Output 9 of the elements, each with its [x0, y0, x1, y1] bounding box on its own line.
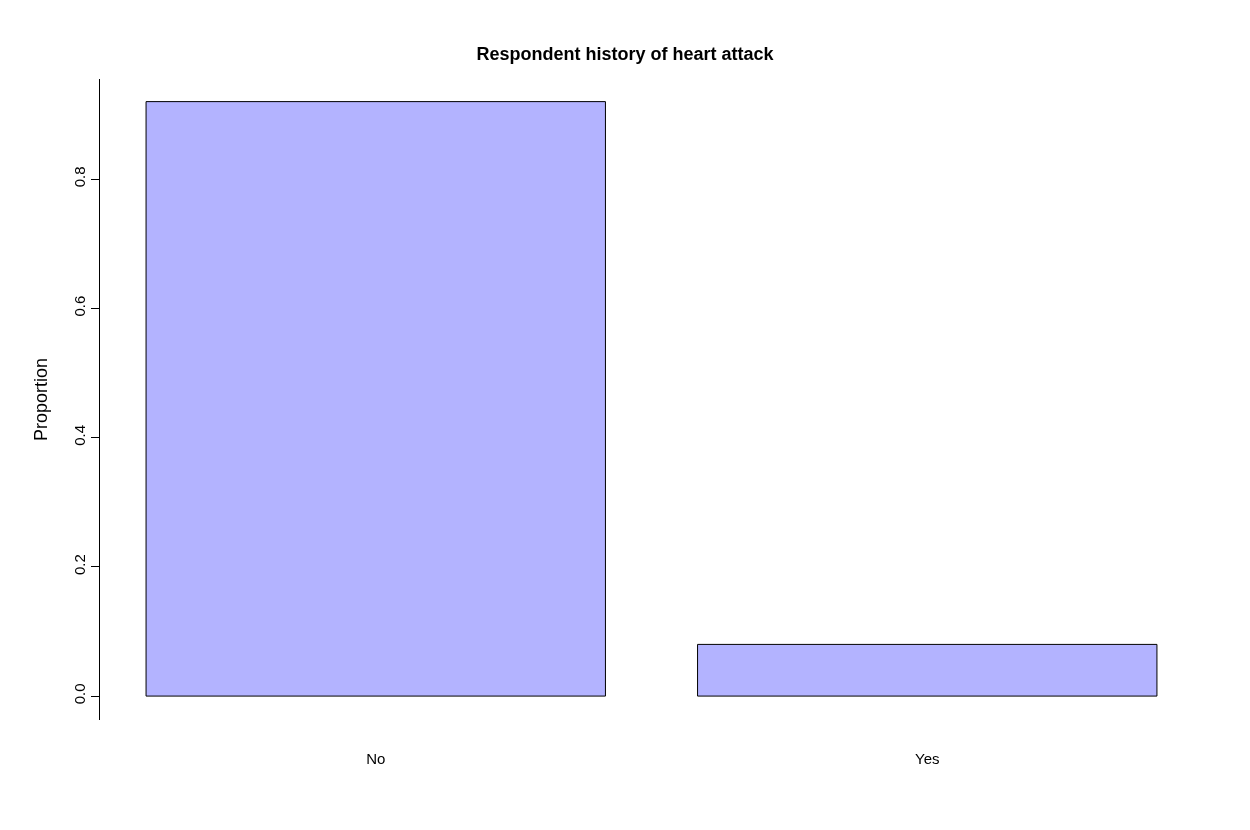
y-tick-label: 0.4: [71, 424, 88, 446]
y-axis-title: Proportion: [31, 357, 52, 442]
y-tick-label: 0.2: [71, 554, 88, 576]
y-tick-label: 0.8: [71, 166, 88, 188]
chart-title: Respondent history of heart attack: [476, 44, 775, 65]
x-tick-label: No: [366, 750, 386, 767]
y-tick-label: 0.6: [71, 295, 88, 317]
y-tick-label: 0.0: [71, 683, 88, 705]
x-tick-label: Yes: [915, 750, 940, 767]
